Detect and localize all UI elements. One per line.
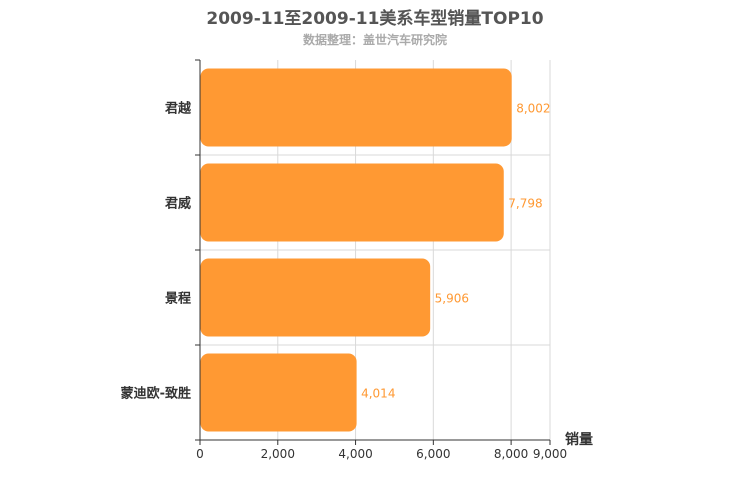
value-label-1: 7,798	[508, 197, 542, 211]
category-label-0: 君越	[165, 101, 192, 117]
bar-1	[200, 163, 504, 242]
x-tick-label-4: 8,000	[494, 447, 528, 461]
value-label-3: 4,014	[361, 387, 395, 401]
x-tick-label-2: 4,000	[338, 447, 372, 461]
x-tick-label-3: 6,000	[416, 447, 450, 461]
x-tick-label-1: 2,000	[261, 447, 295, 461]
x-tick-label-0: 0	[196, 447, 204, 461]
x-tick-label-5: 9,000	[533, 447, 567, 461]
category-label-1: 君威	[165, 196, 191, 212]
bar-2	[200, 258, 431, 337]
value-label-0: 8,002	[516, 102, 550, 116]
bar-3	[200, 353, 357, 432]
x-axis-title: 销量	[565, 431, 593, 448]
value-label-2: 5,906	[435, 292, 469, 306]
category-label-2: 景程	[165, 292, 191, 307]
category-label-3: 蒙迪欧-致胜	[121, 386, 191, 402]
chart-title: 2009-11至2009-11美系车型销量TOP10	[206, 9, 544, 29]
chart-subtitle: 数据整理：盖世汽车研究院	[302, 33, 447, 47]
bar-0	[200, 68, 512, 147]
